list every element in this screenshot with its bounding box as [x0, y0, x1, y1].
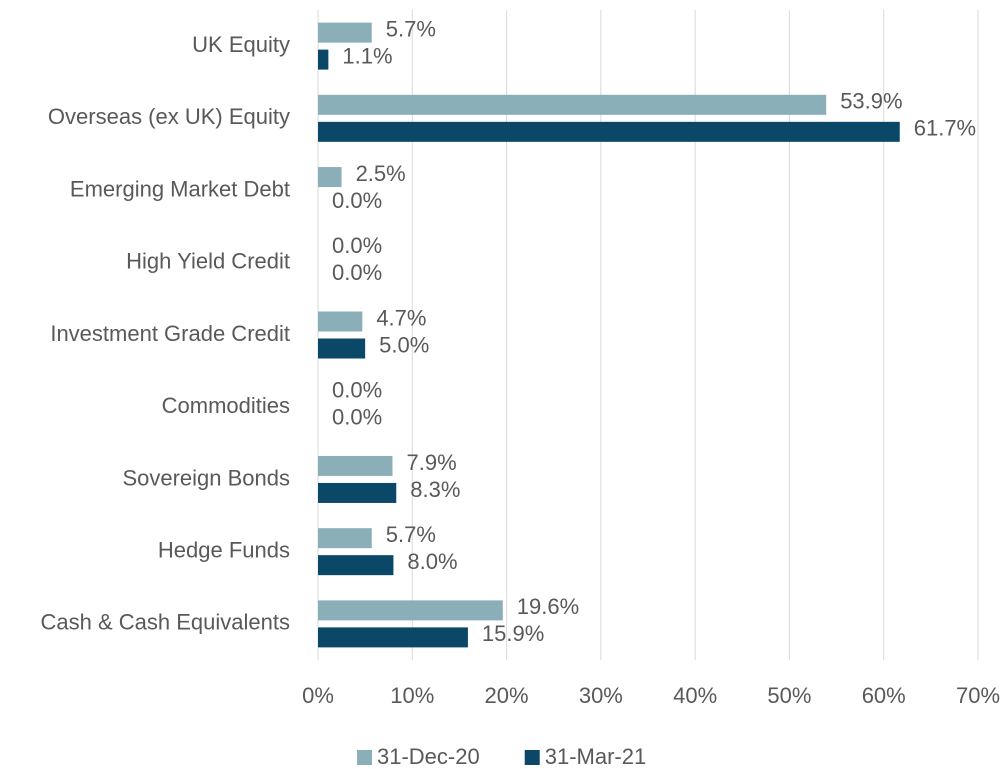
bar — [318, 600, 503, 621]
value-label: 19.6% — [517, 594, 579, 619]
bar — [318, 121, 900, 142]
bar — [318, 455, 393, 476]
legend-swatch — [524, 750, 540, 765]
value-label: 0.0% — [332, 233, 382, 258]
legend-label: 31-Dec-20 — [377, 744, 480, 769]
y-tick-label: Investment Grade Credit — [50, 321, 290, 346]
x-tick-label: 70% — [956, 683, 1000, 708]
y-tick-label: Commodities — [162, 393, 290, 418]
value-label: 5.0% — [379, 332, 429, 357]
y-tick-label: Cash & Cash Equivalents — [41, 610, 290, 635]
bar — [318, 627, 468, 648]
legend-swatch — [357, 750, 372, 765]
value-label: 0.0% — [332, 188, 382, 213]
legend-label: 31-Mar-21 — [545, 744, 646, 769]
bar — [318, 94, 827, 115]
x-tick-label: 30% — [579, 683, 623, 708]
x-tick-label: 40% — [673, 683, 717, 708]
value-label: 4.7% — [376, 305, 426, 330]
y-tick-label: High Yield Credit — [126, 249, 290, 274]
value-label: 53.9% — [840, 89, 902, 114]
value-label: 1.1% — [342, 43, 392, 68]
x-tick-label: 10% — [390, 683, 434, 708]
value-label: 7.9% — [406, 450, 456, 475]
bar — [318, 167, 342, 188]
bar — [318, 555, 394, 576]
bar — [318, 482, 397, 503]
value-label: 8.0% — [407, 549, 457, 574]
x-tick-label: 20% — [485, 683, 529, 708]
value-label: 61.7% — [914, 116, 976, 141]
bar — [318, 338, 366, 359]
y-tick-label: UK Equity — [192, 32, 290, 57]
value-label: 0.0% — [332, 260, 382, 285]
bar — [318, 22, 372, 43]
value-label: 5.7% — [386, 522, 436, 547]
x-tick-label: 0% — [302, 683, 334, 708]
value-label: 0.0% — [332, 378, 382, 403]
bar — [318, 311, 363, 332]
y-tick-label: Emerging Market Debt — [70, 176, 290, 201]
value-label: 15.9% — [482, 621, 544, 646]
x-tick-label: 50% — [767, 683, 811, 708]
y-tick-label: Sovereign Bonds — [122, 465, 290, 490]
y-tick-label: Overseas (ex UK) Equity — [48, 104, 290, 129]
x-tick-label: 60% — [862, 683, 906, 708]
y-tick-label: Hedge Funds — [158, 537, 290, 562]
value-label: 8.3% — [410, 477, 460, 502]
bar — [318, 49, 329, 70]
bar — [318, 528, 372, 549]
value-label: 2.5% — [356, 161, 406, 186]
value-label: 5.7% — [386, 16, 436, 41]
value-label: 0.0% — [332, 405, 382, 430]
